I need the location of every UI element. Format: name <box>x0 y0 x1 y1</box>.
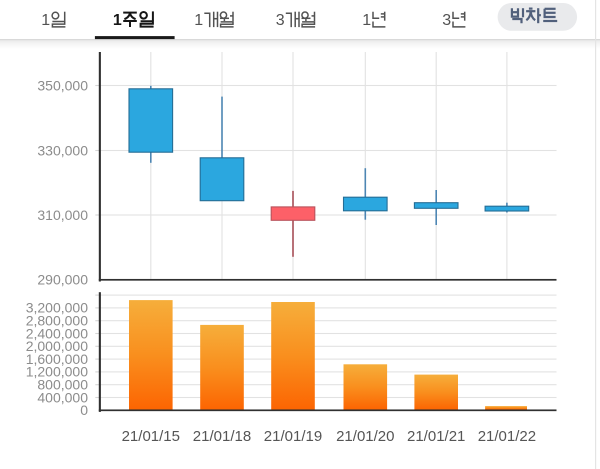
svg-text:1,600,000: 1,600,000 <box>26 351 88 367</box>
svg-text:3: 3 <box>276 12 285 29</box>
svg-text:1: 1 <box>113 12 122 29</box>
svg-text:1: 1 <box>362 12 371 29</box>
svg-text:2,400,000: 2,400,000 <box>26 325 88 341</box>
svg-text:21/01/21: 21/01/21 <box>407 428 465 445</box>
svg-text:290,000: 290,000 <box>37 272 88 288</box>
svg-text:3: 3 <box>442 12 451 29</box>
svg-text:3,200,000: 3,200,000 <box>26 300 88 316</box>
svg-text:21/01/22: 21/01/22 <box>478 428 536 445</box>
svg-text:310,000: 310,000 <box>37 207 88 223</box>
svg-text:0: 0 <box>80 402 88 418</box>
svg-text:2,000,000: 2,000,000 <box>26 338 88 354</box>
svg-text:1,200,000: 1,200,000 <box>26 364 88 380</box>
svg-text:21/01/15: 21/01/15 <box>122 428 180 445</box>
svg-text:800,000: 800,000 <box>37 377 88 393</box>
svg-text:21/01/18: 21/01/18 <box>193 428 251 445</box>
svg-text:1: 1 <box>194 12 203 29</box>
svg-text:400,000: 400,000 <box>37 389 88 405</box>
svg-text:330,000: 330,000 <box>37 142 88 158</box>
svg-text:21/01/19: 21/01/19 <box>264 428 322 445</box>
svg-text:1: 1 <box>41 12 50 29</box>
svg-text:2,800,000: 2,800,000 <box>26 313 88 329</box>
svg-text:350,000: 350,000 <box>37 77 88 93</box>
svg-text:21/01/20: 21/01/20 <box>336 428 394 445</box>
